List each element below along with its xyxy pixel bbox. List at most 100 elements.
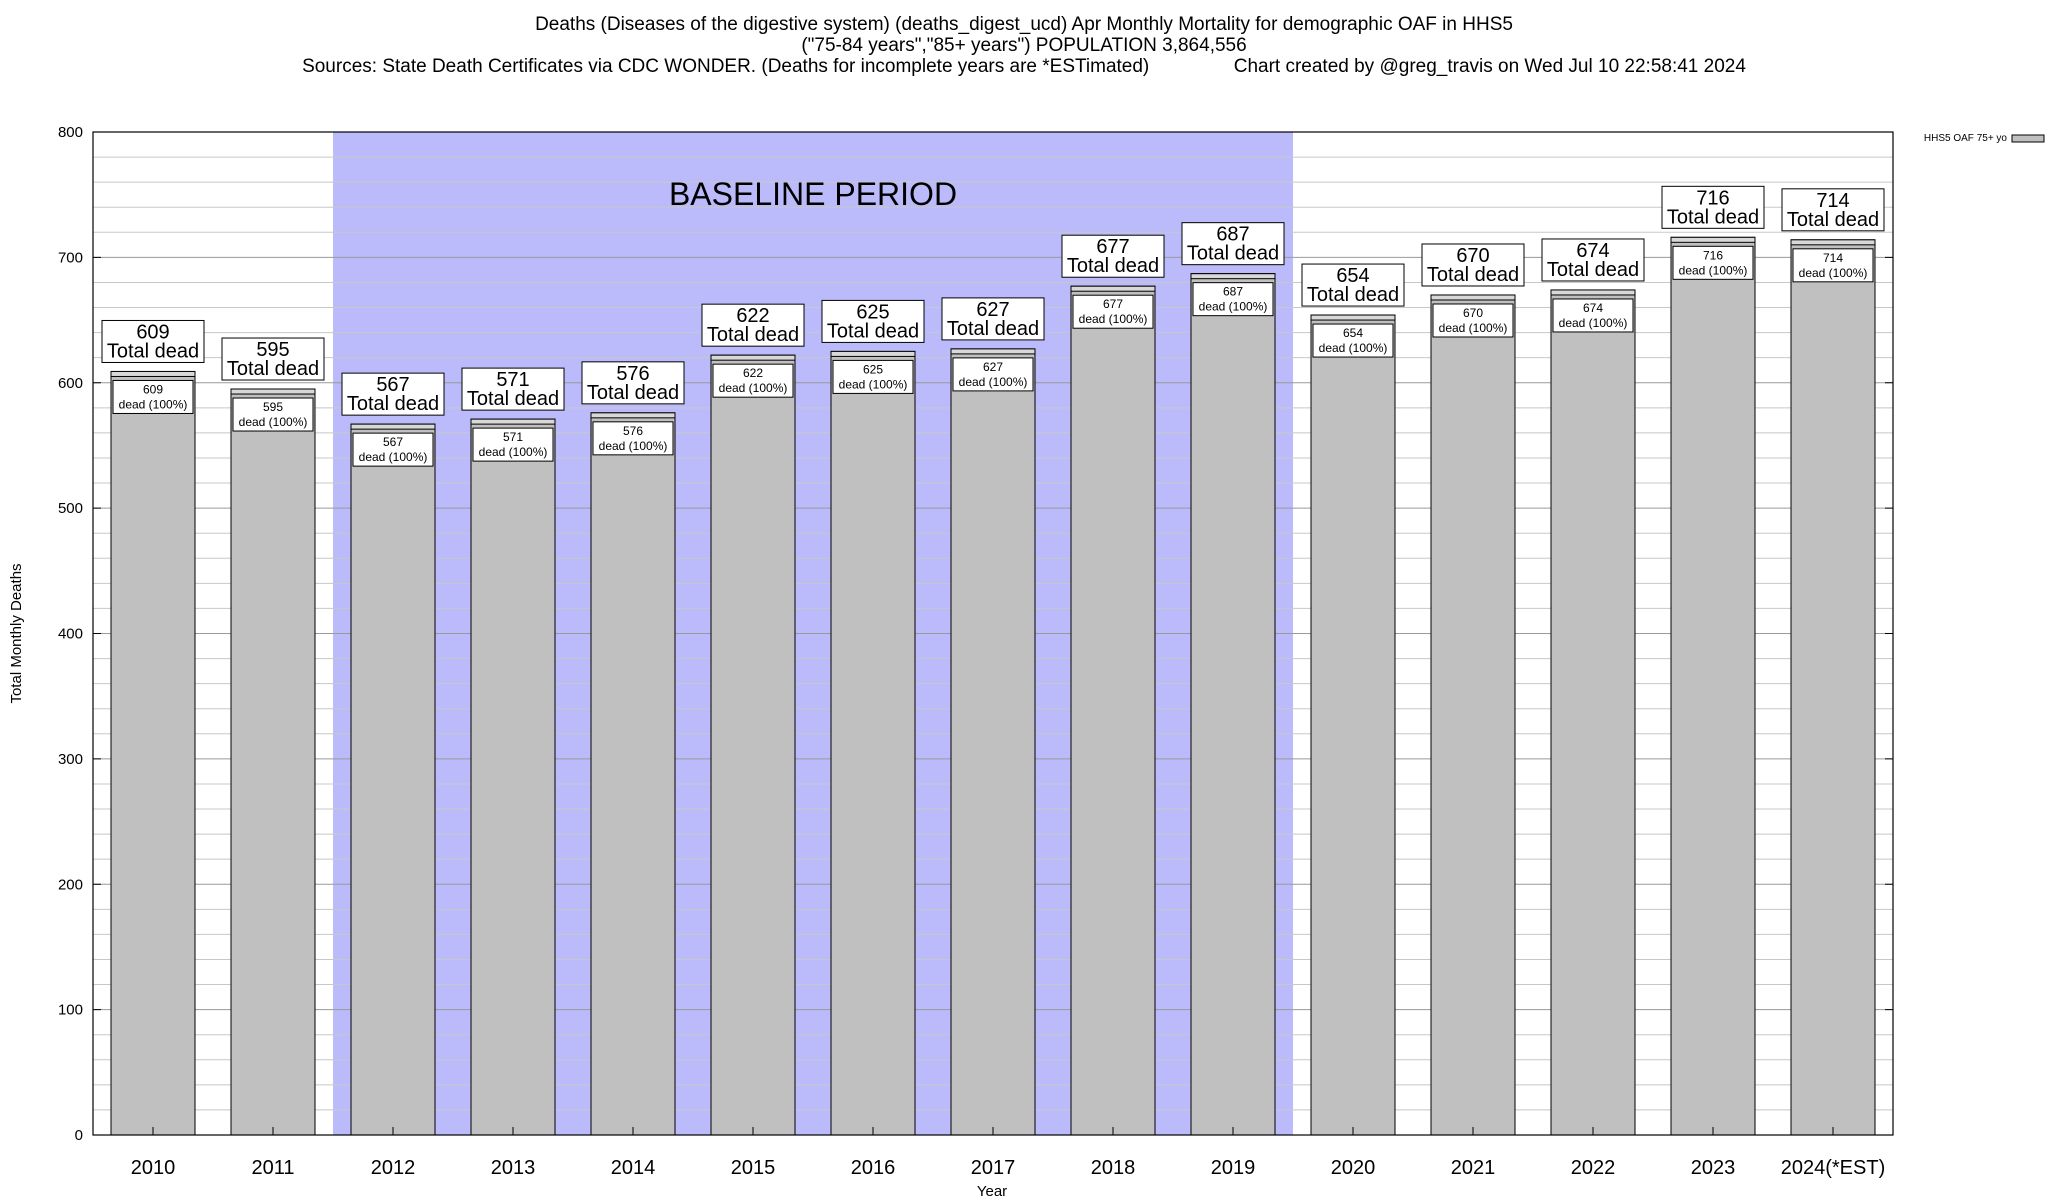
bar-inner-percent-label: dead (100%) xyxy=(1799,266,1868,280)
bar-total-suffix-label: Total dead xyxy=(587,382,679,404)
legend-swatch xyxy=(2011,134,2045,143)
bar-total-suffix-label: Total dead xyxy=(1667,206,1759,228)
y-tick-label: 800 xyxy=(58,124,83,141)
bar xyxy=(350,423,436,1136)
y-tick-label: 100 xyxy=(58,1002,83,1019)
x-tick-label: 2011 xyxy=(251,1157,294,1179)
bar-inner-label-box xyxy=(232,397,314,432)
bar-total-suffix-label: Total dead xyxy=(1547,259,1639,281)
bar-inner-label-box xyxy=(1312,323,1394,358)
bar-total-value-label: 677 xyxy=(1096,236,1129,258)
x-tick-label: 2016 xyxy=(851,1157,896,1179)
bar-total-suffix-label: Total dead xyxy=(227,358,319,380)
y-tick-label: 300 xyxy=(58,751,83,768)
y-tick-label: 0 xyxy=(75,1127,83,1144)
bar-inner-percent-label: dead (100%) xyxy=(1439,321,1508,335)
bar-cap xyxy=(230,388,316,395)
bar-cap xyxy=(710,354,796,361)
bar xyxy=(1070,285,1156,1136)
chart-source-line: Sources: State Death Certificates via CD… xyxy=(302,56,1746,77)
bar-inner-label-box xyxy=(1552,298,1634,333)
bar-cap xyxy=(1430,294,1516,301)
y-tick-label: 500 xyxy=(58,500,83,517)
bar-inner-percent-label: dead (100%) xyxy=(239,415,308,429)
bar-inner-label-box xyxy=(592,421,674,456)
bar-inner-label-box xyxy=(1672,245,1754,280)
bar-inner-value-label: 654 xyxy=(1343,326,1363,340)
bar xyxy=(110,370,196,1136)
bar-total-value-label: 714 xyxy=(1816,190,1849,212)
bar-inner-percent-label: dead (100%) xyxy=(1559,316,1628,330)
bar xyxy=(1310,314,1396,1136)
bar-cap xyxy=(950,348,1036,355)
x-tick-label: 2022 xyxy=(1571,1157,1616,1179)
bar xyxy=(1670,236,1756,1136)
bar-inner-value-label: 627 xyxy=(983,360,1003,374)
bar-inner-percent-label: dead (100%) xyxy=(359,450,428,464)
bar-inner-percent-label: dead (100%) xyxy=(599,439,668,453)
bar-cap xyxy=(110,370,196,377)
bar-cap xyxy=(470,418,556,425)
bar-inner-value-label: 714 xyxy=(1823,251,1843,265)
bar-total-label-box xyxy=(1301,263,1405,307)
bar-inner-value-label: 687 xyxy=(1223,285,1243,299)
bar-inner-percent-label: dead (100%) xyxy=(1079,312,1148,326)
chart-subtitle: ("75-84 years","85+ years") POPULATION 3… xyxy=(801,35,1247,56)
bar-inner-value-label: 609 xyxy=(143,382,163,396)
bar-total-suffix-label: Total dead xyxy=(1787,209,1879,231)
x-tick-label: 2021 xyxy=(1451,1157,1496,1179)
bar-total-label-box xyxy=(1781,188,1885,232)
x-tick-label: 2014 xyxy=(611,1157,656,1179)
bar-inner-label-box xyxy=(952,357,1034,392)
baseline-period-label: BASELINE PERIOD xyxy=(669,176,957,212)
bar-inner-value-label: 595 xyxy=(263,400,283,414)
bar-cap xyxy=(590,412,676,419)
x-tick-label: 2018 xyxy=(1091,1157,1136,1179)
bar-inner-value-label: 716 xyxy=(1703,248,1723,262)
x-axis-label: Year xyxy=(977,1183,1007,1200)
bar xyxy=(710,354,796,1136)
bar xyxy=(1190,273,1276,1136)
bar-total-label-box xyxy=(1541,238,1645,282)
x-tick-label: 2024(*EST) xyxy=(1781,1157,1886,1179)
bar-inner-percent-label: dead (100%) xyxy=(119,397,188,411)
chart-title-block: Deaths (Diseases of the digestive system… xyxy=(0,14,2048,77)
plot-area-frame xyxy=(92,131,1894,1136)
y-tick-label: 600 xyxy=(58,375,83,392)
legend-label: HHS5 OAF 75+ yo xyxy=(1924,133,2008,144)
bar-inner-value-label: 625 xyxy=(863,362,883,376)
bar-inner-label-box xyxy=(472,427,554,462)
bar-inner-percent-label: dead (100%) xyxy=(1319,341,1388,355)
chart-title: Deaths (Diseases of the digestive system… xyxy=(535,14,1513,35)
bar-inner-value-label: 670 xyxy=(1463,306,1483,320)
bar xyxy=(1790,239,1876,1136)
bar-total-label-box xyxy=(461,367,565,411)
bar xyxy=(1430,294,1516,1136)
bar-total-suffix-label: Total dead xyxy=(1307,284,1399,306)
bar-total-value-label: 571 xyxy=(496,369,529,391)
bar-inner-value-label: 567 xyxy=(383,435,403,449)
x-tick-label: 2019 xyxy=(1211,1157,1256,1179)
bar-inner-label-box xyxy=(832,359,914,394)
bar-total-value-label: 670 xyxy=(1456,245,1489,267)
bar-cap xyxy=(830,350,916,357)
bar-total-suffix-label: Total dead xyxy=(827,320,919,342)
bar-total-suffix-label: Total dead xyxy=(107,340,199,362)
bar-total-value-label: 567 xyxy=(376,374,409,396)
x-tick-label: 2017 xyxy=(971,1157,1016,1179)
bar-inner-percent-label: dead (100%) xyxy=(719,381,788,395)
bar-cap xyxy=(1790,239,1876,246)
bar xyxy=(950,348,1036,1136)
bar-inner-label-box xyxy=(352,432,434,467)
bar-inner-value-label: 576 xyxy=(623,424,643,438)
bar xyxy=(1550,289,1636,1136)
bar-inner-label-box xyxy=(1432,303,1514,338)
bar-total-suffix-label: Total dead xyxy=(1067,255,1159,277)
bar-total-label-box xyxy=(1421,243,1525,287)
bar-total-value-label: 595 xyxy=(256,339,289,361)
bar-inner-label-box xyxy=(1792,248,1874,283)
bar-inner-label-box xyxy=(712,363,794,398)
x-tick-label: 2013 xyxy=(491,1157,536,1179)
y-axis-label: Total Monthly Deaths xyxy=(8,563,25,703)
bar xyxy=(470,418,556,1136)
